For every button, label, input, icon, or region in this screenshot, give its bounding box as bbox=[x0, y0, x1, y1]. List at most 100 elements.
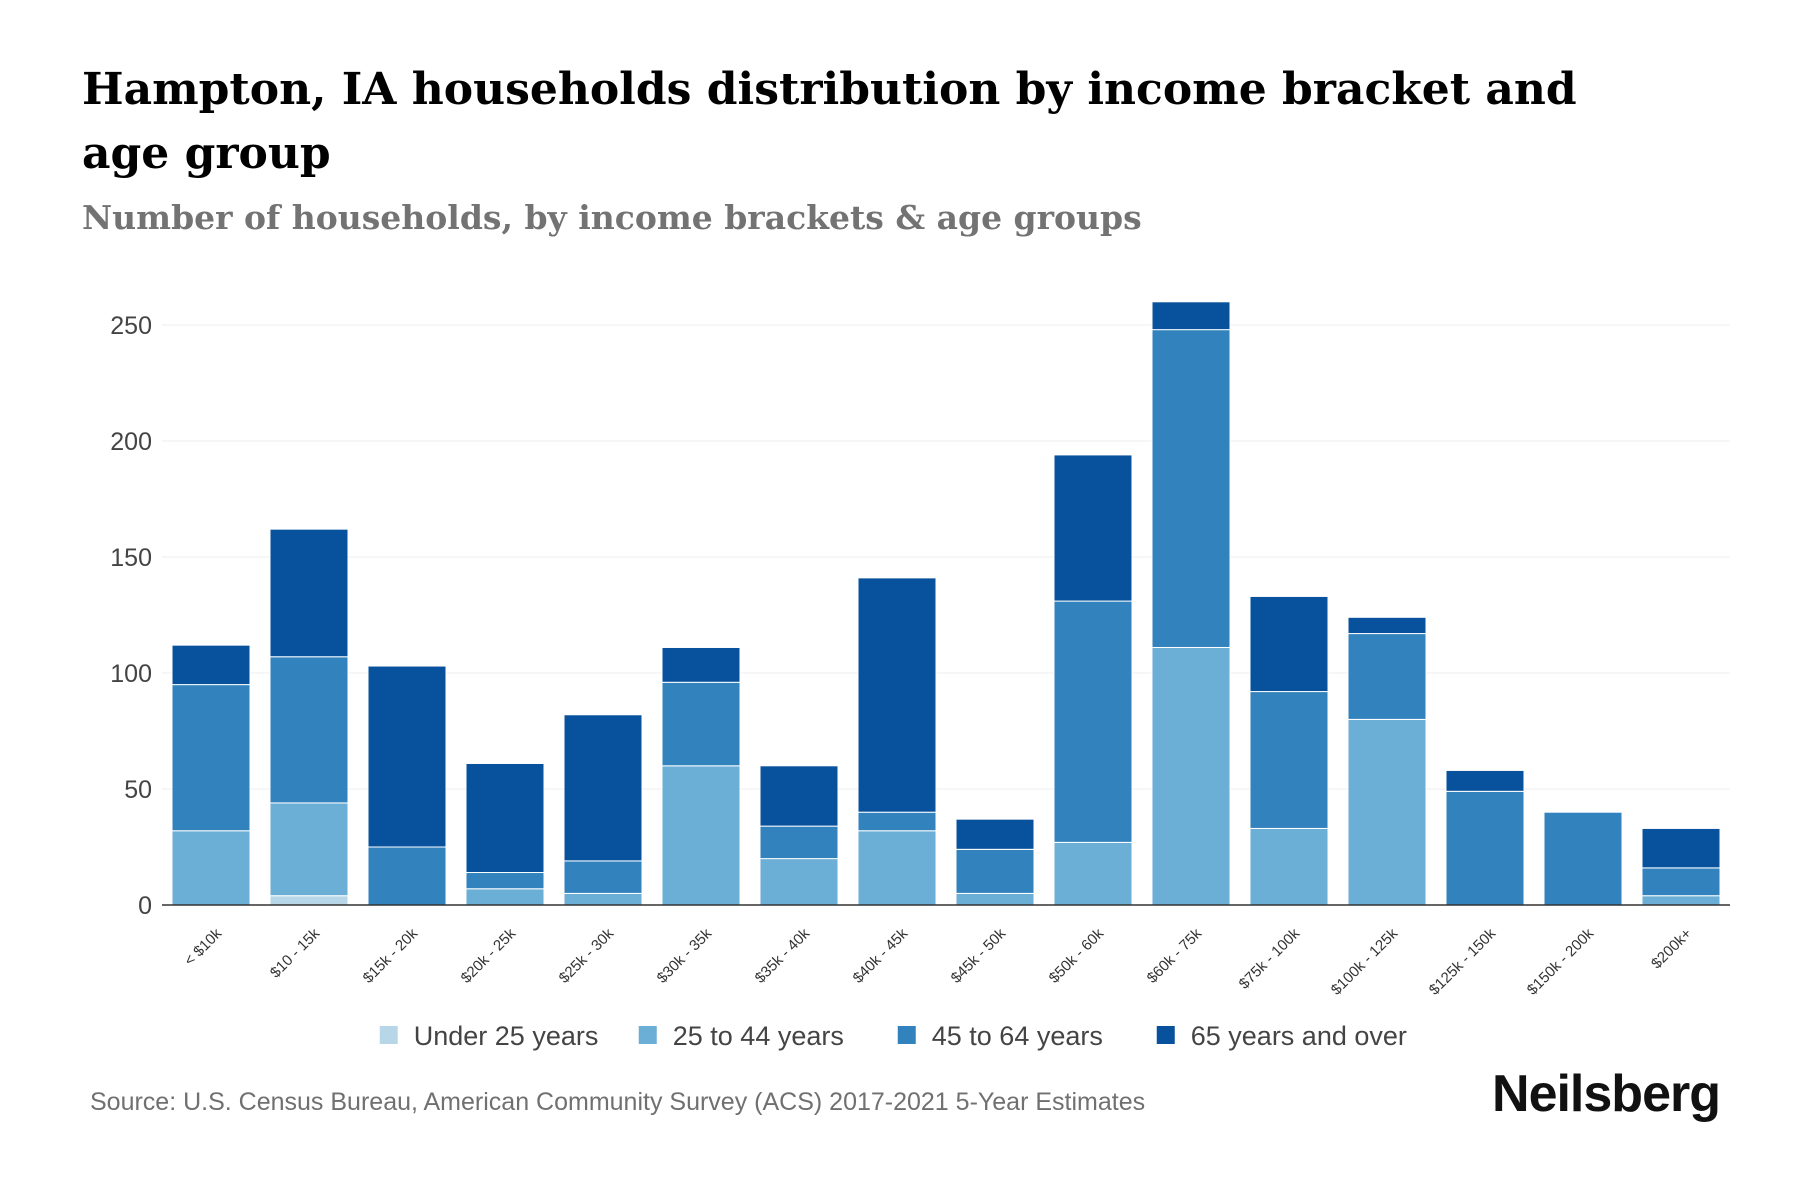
bar-segment bbox=[1151, 329, 1231, 648]
legend: Under 25 years 25 to 44 years 45 to 64 yea… bbox=[379, 1021, 1407, 1051]
legend-item: 65 years and over bbox=[1156, 1021, 1407, 1051]
x-tick-label: $200k+ bbox=[1648, 925, 1695, 972]
x-tick-label: $10 - 15k bbox=[267, 925, 324, 982]
bar-segment bbox=[759, 858, 839, 906]
bar-stack bbox=[1641, 827, 1721, 906]
bar-segment bbox=[661, 646, 741, 683]
bar-stack bbox=[1053, 454, 1133, 906]
legend-swatch bbox=[1156, 1026, 1175, 1044]
bar-segment bbox=[563, 860, 643, 894]
legend-label: 45 to 64 years bbox=[932, 1021, 1103, 1051]
x-tick-label: $45k - 50k bbox=[948, 925, 1010, 987]
bar-segment bbox=[1347, 616, 1427, 635]
bar-segment bbox=[1445, 790, 1525, 906]
x-tick-label: $150k - 200k bbox=[1524, 925, 1598, 999]
bar-segment bbox=[661, 681, 741, 767]
bar-segment bbox=[1151, 646, 1231, 906]
bar-segment bbox=[1053, 600, 1133, 843]
bar-segment bbox=[1249, 691, 1329, 829]
bar-stack bbox=[1151, 301, 1231, 906]
bar-segment bbox=[759, 825, 839, 860]
bar-segment bbox=[1641, 895, 1721, 906]
x-tick-label: $75k - 100k bbox=[1236, 925, 1304, 993]
bar-segment bbox=[955, 892, 1035, 906]
bar-stack bbox=[857, 577, 937, 906]
bar-segment bbox=[955, 818, 1035, 850]
bar-segment bbox=[563, 892, 643, 906]
bar-stack bbox=[171, 644, 251, 906]
bar-segment bbox=[1641, 867, 1721, 897]
bar-segment bbox=[269, 656, 349, 804]
bar-segment bbox=[1445, 769, 1525, 792]
x-tick-label: $25k - 30k bbox=[556, 925, 618, 987]
y-tick-label: 200 bbox=[110, 428, 152, 456]
stacked-bar-chart: 0 50 100 150 200 250 < $10k $10 - 15k $15k - 20… bbox=[110, 301, 1730, 1051]
y-tick-label: 250 bbox=[110, 312, 152, 340]
bar-segment bbox=[1151, 301, 1231, 331]
bar-segment bbox=[171, 830, 251, 906]
chart-title: Hampton, IA households distribution by i… bbox=[82, 64, 1577, 179]
legend-swatch bbox=[379, 1026, 398, 1044]
bar-stack bbox=[1347, 616, 1427, 906]
bar-stack bbox=[1543, 811, 1623, 906]
bar-stack bbox=[367, 665, 447, 906]
bar-segment bbox=[1053, 454, 1133, 602]
bar-segment bbox=[1543, 811, 1623, 906]
bar-segment bbox=[171, 684, 251, 832]
bar-segment bbox=[1053, 841, 1133, 906]
bar-segment bbox=[1641, 827, 1721, 869]
x-axis: < $10k $10 - 15k $15k - 20k $20k - 25k $25k … bbox=[181, 925, 1695, 999]
source-note: Source: U.S. Census Bureau, American Com… bbox=[90, 1088, 1146, 1116]
x-tick-label: $40k - 45k bbox=[850, 925, 912, 987]
legend-item: 45 to 64 years bbox=[897, 1021, 1103, 1051]
bar-segment bbox=[563, 714, 643, 862]
x-tick-label: $20k - 25k bbox=[458, 925, 520, 987]
legend-label: 65 years and over bbox=[1191, 1021, 1407, 1051]
x-tick-label: $125k - 150k bbox=[1426, 925, 1500, 999]
bar-segment bbox=[857, 830, 937, 906]
x-tick-label: $30k - 35k bbox=[654, 925, 716, 987]
y-tick-label: 100 bbox=[110, 660, 152, 688]
bar-stack bbox=[465, 762, 545, 906]
legend-item: Under 25 years bbox=[379, 1021, 599, 1051]
bar-stack bbox=[1445, 769, 1525, 906]
bar-segment bbox=[465, 888, 545, 906]
bars bbox=[171, 301, 1721, 906]
x-tick-label: $50k - 60k bbox=[1046, 925, 1108, 987]
legend-label: 25 to 44 years bbox=[673, 1021, 844, 1051]
y-tick-label: 50 bbox=[124, 776, 152, 804]
legend-item: 25 to 44 years bbox=[638, 1021, 844, 1051]
bar-segment bbox=[367, 846, 447, 906]
bar-segment bbox=[367, 665, 447, 848]
x-tick-label: $15k - 20k bbox=[360, 925, 422, 987]
y-tick-label: 0 bbox=[138, 892, 152, 920]
bar-segment bbox=[269, 528, 349, 658]
y-tick-label: 150 bbox=[110, 544, 152, 572]
bar-stack bbox=[759, 765, 839, 906]
bar-segment bbox=[759, 765, 839, 827]
bar-stack bbox=[563, 714, 643, 906]
bar-segment bbox=[1347, 718, 1427, 906]
bar-stack bbox=[955, 818, 1035, 906]
chart-subtitle: Number of households, by income brackets… bbox=[82, 198, 1142, 237]
bar-stack bbox=[661, 646, 741, 906]
bar-segment bbox=[661, 765, 741, 906]
bar-segment bbox=[857, 577, 937, 813]
bar-segment bbox=[1249, 827, 1329, 906]
y-axis: 0 50 100 150 200 250 bbox=[110, 312, 152, 920]
brand-logo: Neilsberg bbox=[1492, 1065, 1721, 1123]
bar-segment bbox=[465, 872, 545, 890]
x-tick-label: < $10k bbox=[181, 925, 226, 970]
legend-swatch bbox=[897, 1026, 916, 1044]
bar-segment bbox=[269, 895, 349, 906]
x-tick-label: $35k - 40k bbox=[752, 925, 814, 987]
bar-stack bbox=[1249, 595, 1329, 906]
bar-segment bbox=[1249, 595, 1329, 693]
bar-stack bbox=[269, 528, 349, 906]
bar-segment bbox=[465, 762, 545, 874]
legend-label: Under 25 years bbox=[414, 1021, 599, 1051]
bar-segment bbox=[269, 802, 349, 897]
bar-segment bbox=[1347, 633, 1427, 720]
bar-segment bbox=[955, 848, 1035, 894]
x-tick-label: $60k - 75k bbox=[1144, 925, 1206, 987]
